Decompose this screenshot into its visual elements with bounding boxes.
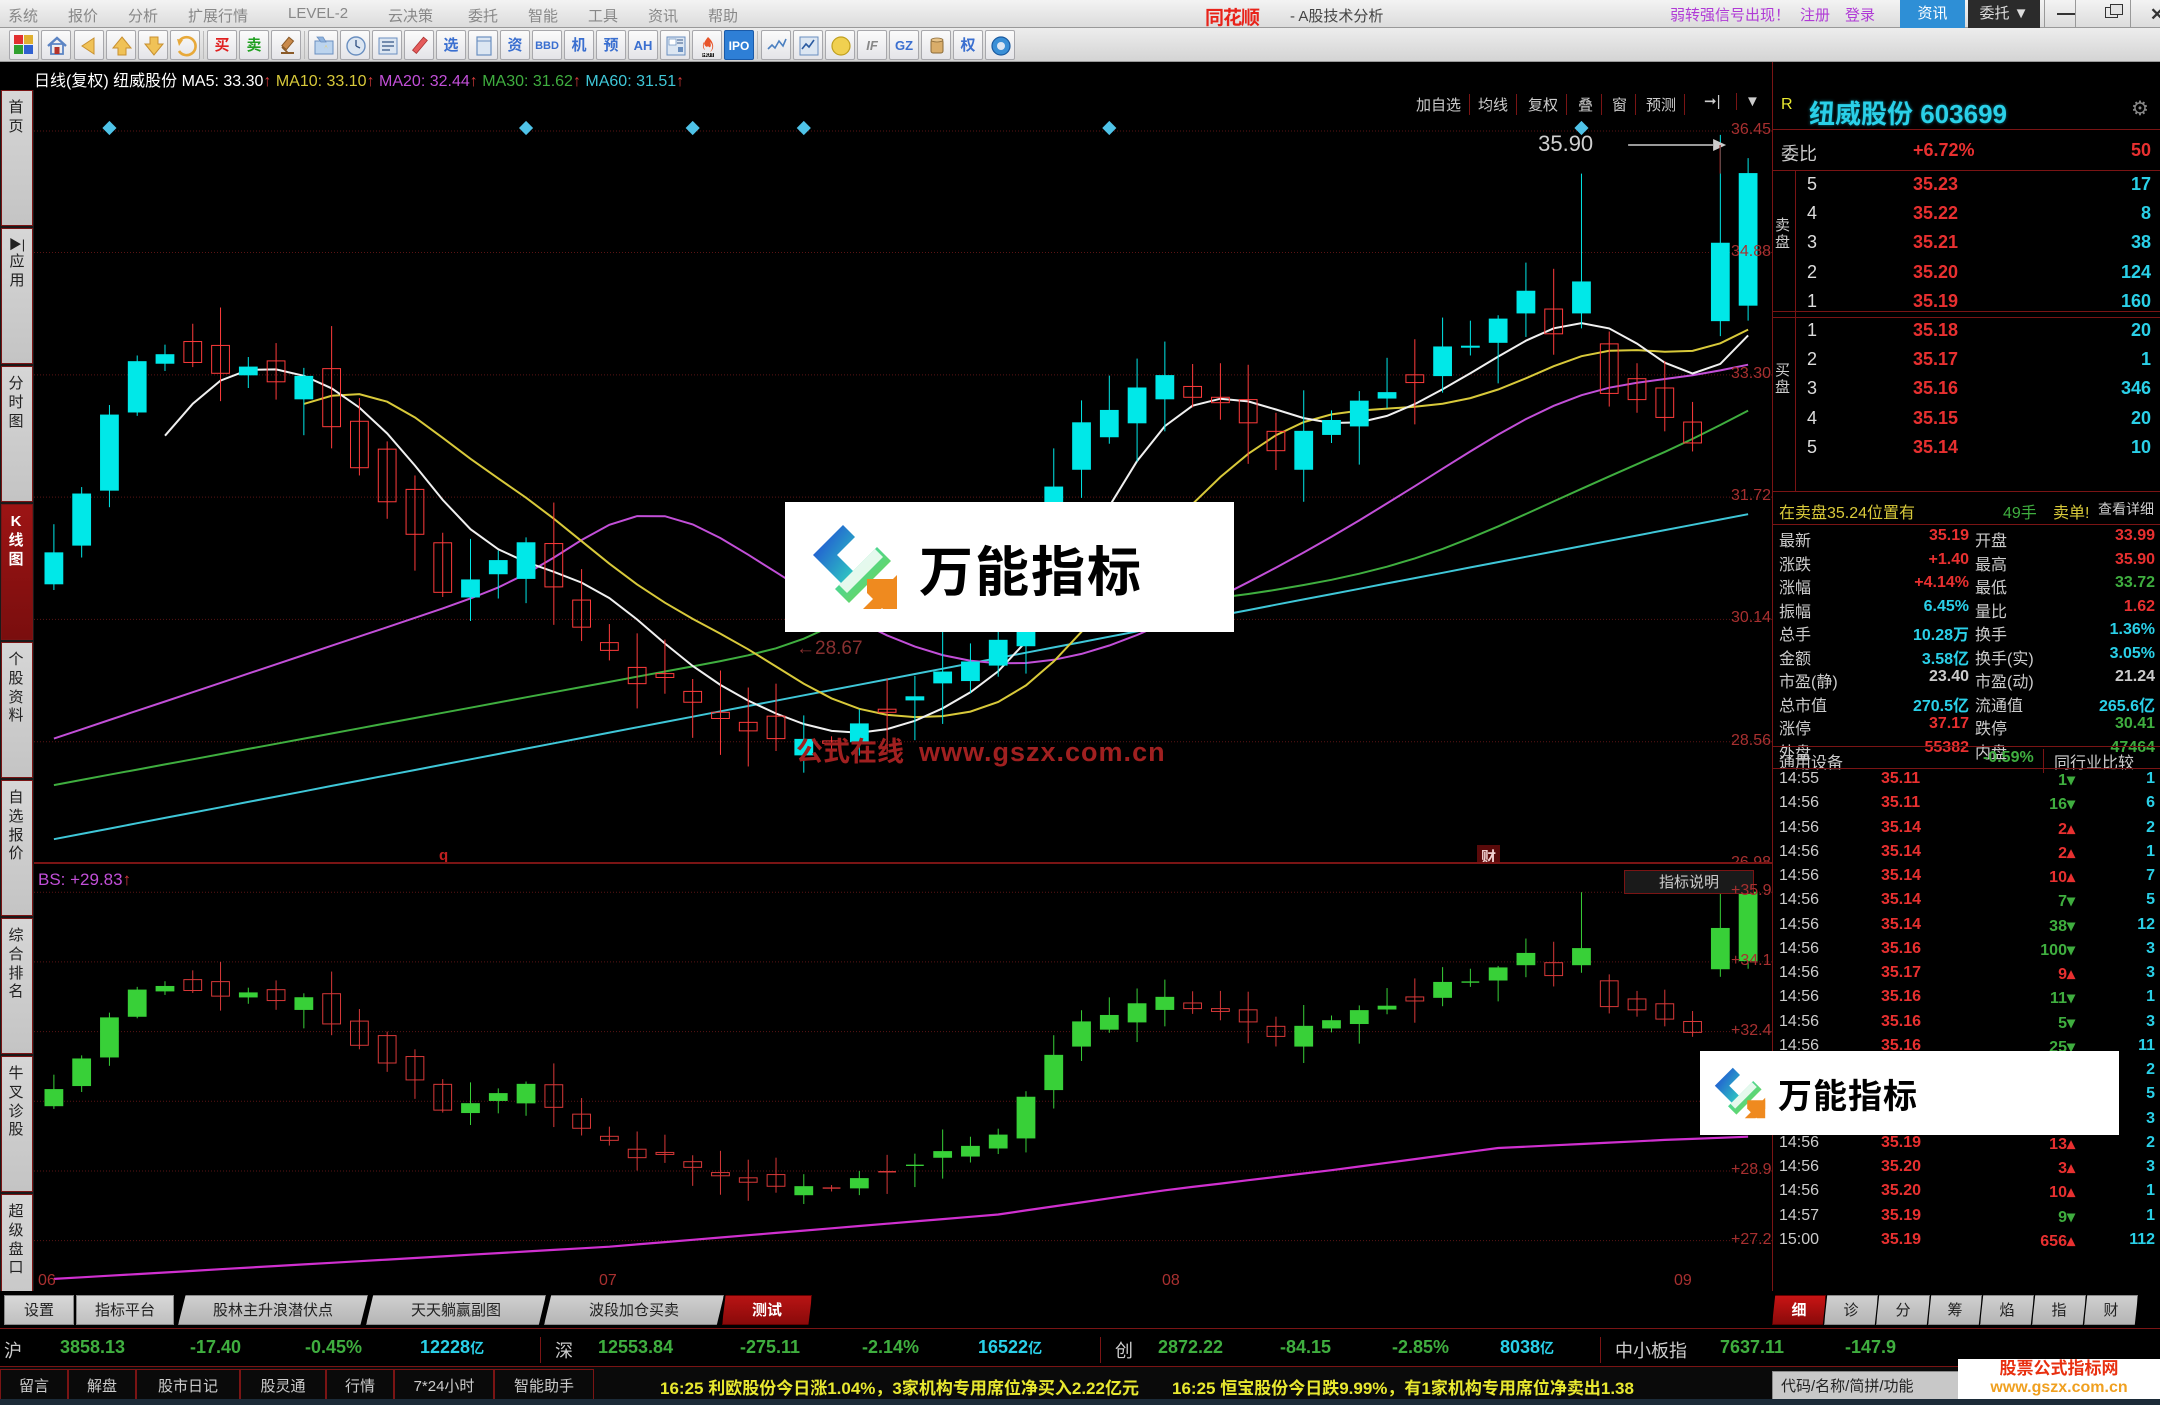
- svg-text:35.90: 35.90: [1538, 131, 1593, 156]
- svg-text:HOT: HOT: [702, 53, 714, 59]
